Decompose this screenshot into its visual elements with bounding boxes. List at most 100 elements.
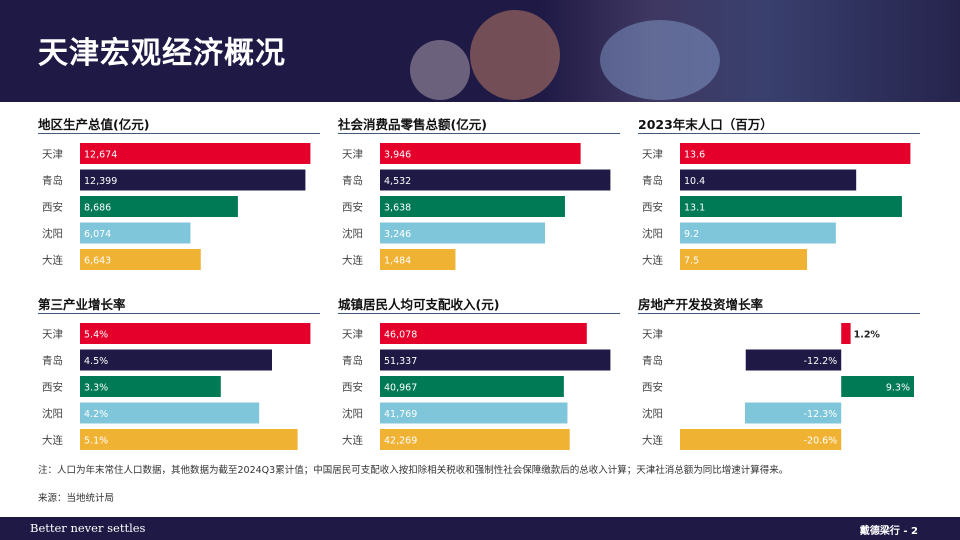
chart-realestate: 天津 1.2% 青岛 -12.2% 西安 9.3% 沈阳 -12.3% 大连 -20.6% xyxy=(642,323,914,450)
chart-tertiary: 天津 5.4% 青岛 4.5% 西安 3.3% 沈阳 4.2% 大连 5.1% xyxy=(42,323,311,450)
data-label: 4,532 xyxy=(384,176,411,187)
category-label: 沈阳 xyxy=(342,407,363,420)
category-label: 大连 xyxy=(342,434,363,447)
tagline: Better never settles xyxy=(30,521,146,535)
category-label: 大连 xyxy=(42,254,63,267)
bar xyxy=(380,402,568,424)
chart-population: 天津 13.6 青岛 10.4 西安 13.1 沈阳 9.2 大连 7.5 xyxy=(642,143,911,270)
category-label: 青岛 xyxy=(42,174,63,187)
chart-panel-gdp: 地区生产总值(亿元) 天津 12,674 青岛 12,399 西安 8,686 沈阳 6,07… xyxy=(38,114,320,276)
chart-retail: 天津 3,946 青岛 4,532 西安 3,638 沈阳 3,246 大连 1,484 xyxy=(342,143,611,270)
data-label: 12,399 xyxy=(84,176,117,187)
bar xyxy=(80,196,238,217)
bar xyxy=(80,323,311,344)
title-divider xyxy=(38,313,320,314)
data-label: 9.3% xyxy=(886,383,910,394)
bar xyxy=(380,196,565,217)
bar xyxy=(80,376,221,397)
category-label: 西安 xyxy=(342,201,363,214)
data-label: 10.4 xyxy=(684,176,705,187)
bar xyxy=(680,429,842,450)
footer-bar: Better never settles 戴德梁行 - 2 xyxy=(0,517,960,540)
category-label: 大连 xyxy=(42,434,63,447)
data-label: 6,643 xyxy=(84,256,111,267)
data-label: 13.1 xyxy=(684,203,705,214)
category-label: 西安 xyxy=(642,381,663,394)
bar xyxy=(80,429,298,450)
chart-title: 地区生产总值(亿元) xyxy=(38,117,150,132)
category-label: 大连 xyxy=(342,254,363,267)
category-label: 天津 xyxy=(342,149,363,161)
category-label: 青岛 xyxy=(342,354,363,367)
bar xyxy=(380,143,581,164)
footnote: 注：人口为年末常住人口数据，其他数据为截至2024Q3累计值；中国居民可支配收入… xyxy=(38,465,789,476)
category-label: 大连 xyxy=(642,434,663,447)
category-label: 沈阳 xyxy=(342,227,363,240)
chart-title: 城镇居民人均可支配收入(元) xyxy=(338,297,500,312)
chart-title: 2023年末人口（百万） xyxy=(638,117,773,132)
bar xyxy=(80,402,260,424)
category-label: 天津 xyxy=(342,329,363,341)
data-label: 12,674 xyxy=(84,150,117,161)
bar xyxy=(680,196,902,217)
category-label: 青岛 xyxy=(642,174,663,187)
page-number: 戴德梁行 - 2 xyxy=(859,526,918,537)
category-label: 沈阳 xyxy=(642,407,663,420)
data-label: 8,686 xyxy=(84,203,111,214)
bar xyxy=(380,249,456,270)
bar xyxy=(380,222,546,244)
bar xyxy=(80,249,201,270)
chart-panel-realestate: 房地产开发投资增长率 天津 1.2% 青岛 -12.2% 西安 9.3% 沈阳 -12.3% 大… xyxy=(638,294,920,456)
data-label: 4.2% xyxy=(84,409,108,420)
bar xyxy=(680,222,836,244)
category-label: 天津 xyxy=(642,149,663,161)
category-label: 沈阳 xyxy=(642,227,663,240)
bar xyxy=(380,169,611,191)
data-label: 3,946 xyxy=(384,150,411,161)
header-photo-highlight xyxy=(410,40,470,100)
category-label: 西安 xyxy=(342,381,363,394)
chart-income: 天津 46,078 青岛 51,337 西安 40,967 沈阳 41,769 大连 42,269 xyxy=(342,323,611,450)
header-photo xyxy=(400,0,960,102)
bar xyxy=(380,429,570,450)
data-label: 3,246 xyxy=(384,229,411,240)
chart-panel-income: 城镇居民人均可支配收入(元) 天津 46,078 青岛 51,337 西安 40,967 沈… xyxy=(338,294,620,456)
data-label: 42,269 xyxy=(384,436,417,447)
data-label: 5.1% xyxy=(84,436,108,447)
bar xyxy=(80,349,272,371)
bar xyxy=(80,143,311,164)
chart-title: 第三产业增长率 xyxy=(38,297,126,312)
chart-panel-retail: 社会消费品零售总额(亿元) 天津 3,946 青岛 4,532 西安 3,638 沈阳 3,2… xyxy=(338,114,620,276)
data-label: 7.5 xyxy=(684,256,699,267)
data-label: 3.3% xyxy=(84,383,108,394)
category-label: 天津 xyxy=(42,149,63,161)
category-label: 沈阳 xyxy=(42,407,63,420)
bar xyxy=(680,143,911,164)
chart-panel-population: 2023年末人口（百万） 天津 13.6 青岛 10.4 西安 13.1 沈阳 9.2 大连 7.… xyxy=(638,114,920,276)
title-divider xyxy=(338,313,620,314)
chart-title: 社会消费品零售总额(亿元) xyxy=(338,117,487,132)
chart-title: 房地产开发投资增长率 xyxy=(638,297,764,312)
chart-panel-tertiary: 第三产业增长率 天津 5.4% 青岛 4.5% 西安 3.3% 沈阳 4.2% 大连 5.1% xyxy=(38,294,320,456)
category-label: 大连 xyxy=(642,254,663,267)
category-label: 西安 xyxy=(42,201,63,214)
data-label: -12.3% xyxy=(804,409,838,420)
title-divider xyxy=(338,133,620,134)
header-photo-highlight xyxy=(600,20,720,100)
bar xyxy=(380,349,611,371)
data-label: 1.2% xyxy=(854,330,881,341)
data-label: 5.4% xyxy=(84,330,108,341)
data-label: 1,484 xyxy=(384,256,411,267)
title-divider xyxy=(638,313,920,314)
category-label: 青岛 xyxy=(642,354,663,367)
header-banner: 天津宏观经济概况 xyxy=(0,0,960,102)
source-note: 来源：当地统计局 xyxy=(38,493,115,504)
bar xyxy=(380,376,564,397)
data-label: 9.2 xyxy=(684,229,699,240)
data-label: 6,074 xyxy=(84,229,111,240)
title-divider xyxy=(38,133,320,134)
page-title: 天津宏观经济概况 xyxy=(38,36,286,71)
data-label: 41,769 xyxy=(384,409,417,420)
data-label: -20.6% xyxy=(804,436,838,447)
data-label: 46,078 xyxy=(384,330,417,341)
